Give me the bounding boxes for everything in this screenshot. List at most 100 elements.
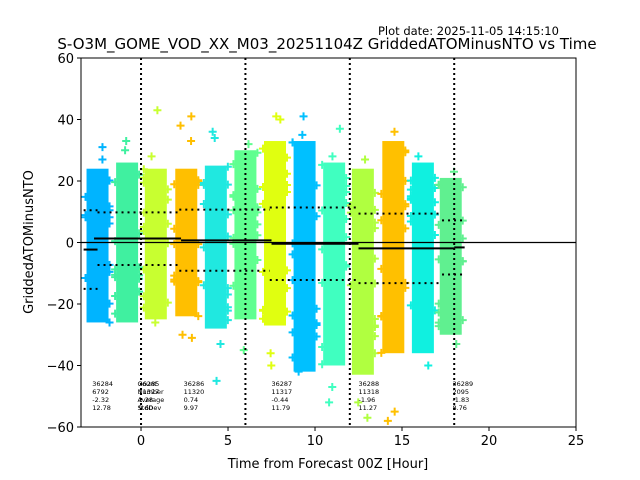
scatter-point <box>111 178 120 187</box>
scatter-point <box>414 152 423 161</box>
scatter-point <box>401 200 410 209</box>
scatter-point <box>318 342 327 351</box>
scatter-point <box>377 348 386 357</box>
scatter-point <box>267 361 276 370</box>
scatter-column <box>229 140 262 355</box>
scatter-points-band <box>351 168 374 375</box>
stddev-series <box>83 206 465 222</box>
annotation-text: 8.76 <box>452 404 466 412</box>
scatter-point <box>147 152 156 161</box>
annotation-text: 36289 <box>452 380 473 388</box>
annotation-text: 11.27 <box>359 404 378 412</box>
scatter-point <box>105 267 114 276</box>
annotation-text: -1.96 <box>359 396 376 404</box>
scatter-column <box>288 112 321 376</box>
scatter-points-band <box>293 141 316 372</box>
stddev-series <box>83 263 465 290</box>
scatter-point <box>434 180 443 189</box>
scatter-point <box>258 314 267 323</box>
scatter-point <box>170 277 179 286</box>
scatter-point <box>199 180 208 189</box>
scatter-point <box>383 416 392 425</box>
scatter-point <box>299 112 308 121</box>
y-axis-label: GriddedATOMinusNTO <box>22 170 37 314</box>
scatter-point <box>194 312 203 321</box>
annotation-text: -2.32 <box>92 396 109 404</box>
annotation-text: 11317 <box>272 388 293 396</box>
scatter-point <box>282 169 291 178</box>
annotation-text: Number <box>138 388 164 396</box>
scatter-point <box>170 240 179 249</box>
scatter-point <box>187 333 196 342</box>
scatter-point <box>282 187 291 196</box>
x-axis: 0 5 10 15 20 25 <box>137 427 584 449</box>
scatter-point <box>370 205 379 214</box>
scatter-point <box>298 130 307 139</box>
y-tick-label: 0 <box>66 237 74 252</box>
scatter-point <box>406 185 415 194</box>
scatter-point <box>229 192 238 201</box>
scatter-point <box>401 146 410 155</box>
scatter-point <box>342 233 351 242</box>
scatter-point <box>121 146 130 155</box>
annotation-text: 11320 <box>184 388 205 396</box>
scatter-point <box>223 232 232 241</box>
scatter-point <box>328 152 337 161</box>
scatter-point <box>253 255 262 264</box>
x-tick-label: 5 <box>224 434 232 449</box>
annotation-text: 11318 <box>359 388 380 396</box>
scatter-point <box>229 281 238 290</box>
scatter-point <box>194 177 203 186</box>
scatter-point <box>434 308 443 317</box>
scatter-point <box>430 173 439 182</box>
annotation-text: 0.74 <box>184 396 198 404</box>
scatter-point <box>81 192 90 201</box>
scatter-point <box>111 273 120 282</box>
scatter-point <box>98 155 107 164</box>
scatter-point <box>163 219 172 228</box>
scatter-point <box>430 230 439 239</box>
annotation-text: 1.28 <box>139 396 153 404</box>
scatter-point <box>176 121 185 130</box>
scatter-column <box>318 124 351 407</box>
scatter-point <box>187 137 196 146</box>
scatter-point <box>288 138 297 147</box>
scatter-column <box>346 155 379 422</box>
scatter-point <box>253 231 262 240</box>
scatter-points-band <box>323 162 346 366</box>
annotation-text: 36286 <box>184 380 205 388</box>
scatter-points-band <box>439 177 462 335</box>
scatter-point <box>163 298 172 307</box>
scatter-point <box>312 319 321 328</box>
scatter-point <box>458 257 467 266</box>
scatter-points-band <box>86 168 109 323</box>
scatter-point <box>81 273 90 282</box>
annotation-text: Average <box>138 396 165 404</box>
scatter-point <box>258 199 267 208</box>
scatter-point <box>342 198 351 207</box>
scatter-point <box>151 318 160 327</box>
scatter-point <box>288 328 297 337</box>
scatter-point <box>342 262 351 271</box>
scatter-point <box>370 254 379 263</box>
mean-series <box>83 237 465 251</box>
annotation-text: 9.60 <box>139 404 153 412</box>
scatter-point <box>434 299 443 308</box>
scatter-point <box>288 353 297 362</box>
scatter-point <box>139 226 148 235</box>
scatter-point <box>194 240 203 249</box>
scatter-point <box>163 195 172 204</box>
scatter-point <box>105 299 114 308</box>
annotation-text: 9.97 <box>184 404 198 412</box>
scatter-point <box>390 407 399 416</box>
chart-title: S-O3M_GOME_VOD_XX_M03_20251104Z GriddedA… <box>57 35 596 54</box>
scatter-column <box>199 127 232 385</box>
scatter-points-band <box>144 168 167 320</box>
scatter-point <box>208 127 217 136</box>
scatter-point <box>229 160 238 169</box>
scatter-point <box>370 224 379 233</box>
scatter-point <box>253 220 262 229</box>
scatter-point <box>258 182 267 191</box>
scatter-point <box>139 173 148 182</box>
